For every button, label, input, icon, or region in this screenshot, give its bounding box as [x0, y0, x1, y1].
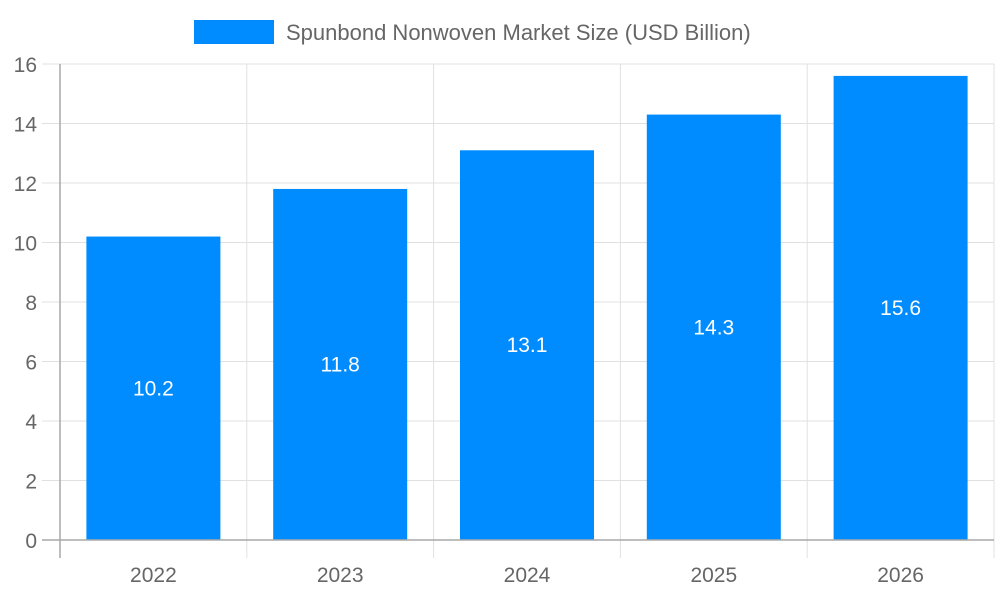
x-tick-label: 2026: [877, 564, 924, 587]
bar-2026: [833, 75, 968, 541]
bar-value-label: 11.8: [321, 353, 360, 376]
legend-swatch: [194, 20, 274, 44]
y-tick-label: 6: [25, 352, 37, 375]
bar-2023: [273, 188, 408, 540]
y-axis: 0 2 4 6 8 10 12 14 16: [14, 54, 38, 553]
x-tick-label: 2025: [690, 564, 737, 587]
legend[interactable]: Spunbond Nonwoven Market Size (USD Billi…: [194, 20, 751, 45]
x-tick-label: 2023: [317, 564, 364, 587]
y-tick-label: 4: [25, 411, 37, 434]
y-tick-label: 16: [14, 54, 37, 77]
bar-value-label: 10.2: [133, 377, 174, 400]
bar-value-label: 13.1: [507, 334, 548, 357]
y-tick-label: 2: [25, 471, 37, 494]
bar-2025: [646, 114, 781, 540]
bars: 10.2 11.8 13.1 14.3 15.6: [86, 75, 968, 541]
bar-2022: [86, 236, 221, 541]
x-tick-label: 2022: [130, 564, 177, 587]
y-tick-label: 12: [14, 173, 37, 196]
y-tick-label: 8: [25, 292, 37, 315]
y-tick-label: 14: [14, 114, 38, 137]
legend-label: Spunbond Nonwoven Market Size (USD Billi…: [286, 20, 751, 45]
y-tick-label: 10: [14, 233, 37, 256]
y-tick-label: 0: [25, 530, 37, 553]
bar-value-label: 15.6: [880, 297, 921, 320]
x-axis: 2022 2023 2024 2025 2026: [42, 539, 994, 587]
bar-2024: [460, 150, 594, 540]
x-tick-label: 2024: [504, 564, 551, 587]
bar-value-label: 14.3: [693, 316, 734, 339]
